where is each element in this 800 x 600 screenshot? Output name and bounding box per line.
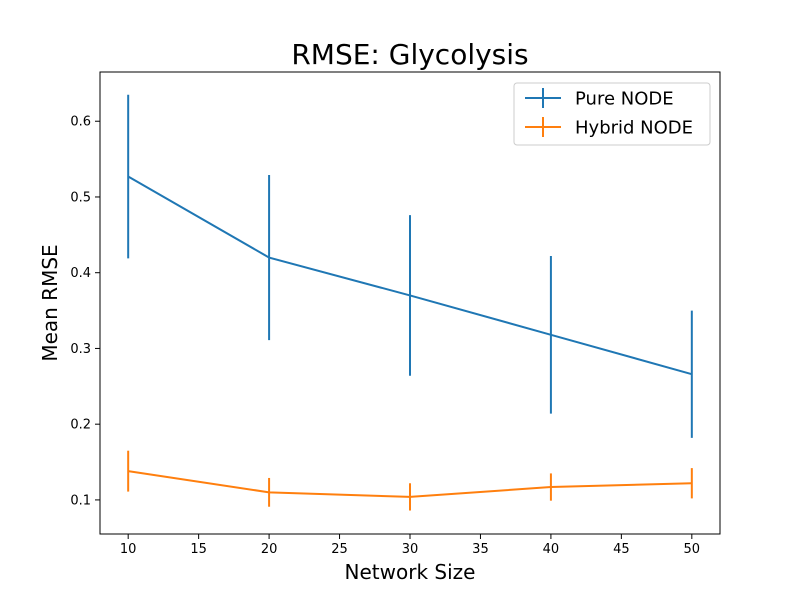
x-tick-label: 30 bbox=[402, 542, 419, 557]
y-axis-label: Mean RMSE bbox=[38, 244, 62, 361]
y-tick-label: 0.1 bbox=[70, 493, 91, 508]
y-tick-label: 0.6 bbox=[70, 115, 91, 130]
plot-frame bbox=[99, 71, 721, 535]
legend-box bbox=[513, 82, 711, 146]
x-tick-label: 35 bbox=[472, 542, 489, 557]
chart-title: RMSE: Glycolysis bbox=[291, 38, 528, 71]
x-tick-label: 10 bbox=[120, 542, 137, 557]
y-tick-label: 0.5 bbox=[70, 190, 91, 205]
x-tick-label: 20 bbox=[261, 542, 278, 557]
y-tick-label: 0.4 bbox=[70, 266, 91, 281]
legend-label: Pure NODE bbox=[575, 89, 674, 110]
x-axis-label: Network Size bbox=[345, 560, 476, 584]
legend: Pure NODE Hybrid NODE bbox=[513, 82, 711, 146]
series-pure-node bbox=[127, 94, 693, 438]
series-hybrid-node bbox=[127, 450, 693, 511]
x-tick-label: 25 bbox=[331, 542, 348, 557]
x-tick-label: 40 bbox=[543, 542, 560, 557]
x-tick-label: 45 bbox=[613, 542, 630, 557]
x-tick-label: 15 bbox=[190, 542, 207, 557]
x-tick-label: 50 bbox=[684, 542, 701, 557]
y-tick-label: 0.2 bbox=[70, 418, 91, 433]
plot-area: 10 15 20 25 30 35 40 45 50 0.1 0.2 0.3 0.4 0.5 0.6 bbox=[70, 94, 701, 557]
legend-label: Hybrid NODE bbox=[575, 118, 693, 139]
y-tick-label: 0.3 bbox=[70, 342, 91, 357]
